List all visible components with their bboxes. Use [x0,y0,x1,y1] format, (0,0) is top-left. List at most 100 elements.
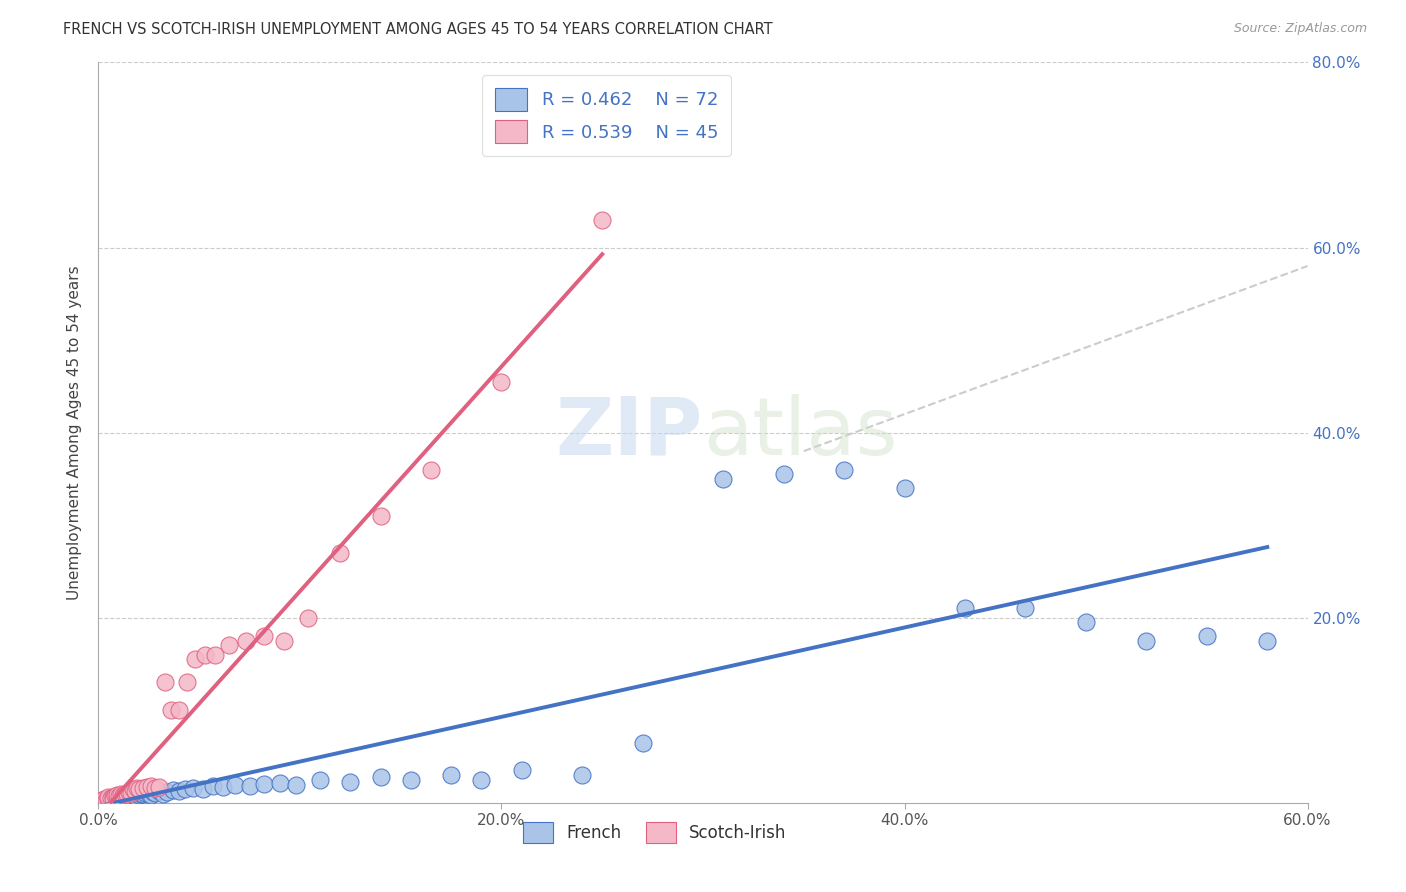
Point [97,790,120,805]
Point [118,785,141,799]
Point [103,790,125,805]
Point [93,793,115,807]
Point [111,789,134,804]
Point [120,786,142,800]
Point [107,791,129,805]
Point [1256,633,1278,648]
Point [224,778,246,792]
Point [253,777,276,791]
Point [97,792,120,806]
Point [103,789,125,804]
Text: ZIP: ZIP [555,393,703,472]
Point [124,789,146,804]
Point [111,791,134,805]
Y-axis label: Unemployment Among Ages 45 to 54 years: Unemployment Among Ages 45 to 54 years [67,265,83,600]
Point [181,780,204,795]
Point [148,784,170,798]
Point [103,792,125,806]
Point [162,782,184,797]
Point [101,792,124,806]
Point [101,791,124,805]
Point [125,788,148,802]
Point [101,790,124,805]
Point [97,792,120,806]
Point [105,790,128,805]
Point [110,792,132,806]
Point [91,793,114,807]
Point [253,629,276,643]
Point [184,652,207,666]
Point [167,784,190,798]
Point [135,780,157,794]
Point [510,764,533,778]
Point [114,789,136,803]
Point [1014,601,1036,615]
Point [420,462,443,476]
Point [115,791,138,805]
Point [239,779,262,793]
Point [711,472,734,486]
Point [204,648,226,662]
Point [269,776,291,790]
Point [107,789,129,804]
Point [101,792,124,806]
Point [1135,633,1157,648]
Point [309,772,332,787]
Point [212,780,235,794]
Text: Source: ZipAtlas.com: Source: ZipAtlas.com [1233,22,1367,36]
Point [121,781,143,796]
Point [143,786,166,800]
Point [100,791,122,805]
Point [111,789,134,803]
Point [194,648,217,662]
Point [138,787,160,801]
Point [100,791,122,805]
Point [114,790,136,805]
Point [124,784,146,798]
Point [772,467,794,482]
Point [176,675,198,690]
Point [89,794,111,808]
Point [142,785,165,799]
Point [110,790,132,805]
Point [953,601,976,615]
Point [273,633,295,648]
Point [571,768,593,782]
Point [93,792,115,806]
Point [218,639,240,653]
Point [128,789,150,803]
Point [591,212,613,227]
Point [115,788,138,802]
Text: atlas: atlas [703,393,897,472]
Point [1195,629,1218,643]
Point [96,794,118,808]
Point [1074,615,1097,630]
Point [121,789,143,803]
Point [96,793,118,807]
Point [114,787,136,801]
Point [284,778,307,792]
Point [631,736,654,750]
Point [329,546,352,560]
Point [134,786,156,800]
Point [105,791,128,805]
Point [339,775,361,789]
Point [156,785,179,799]
Point [491,375,513,389]
Point [370,770,392,784]
Point [100,793,122,807]
Point [202,779,225,793]
Point [110,788,132,802]
Point [139,779,162,793]
Point [235,633,257,648]
Point [120,790,142,805]
Point [193,781,215,796]
Point [91,794,114,808]
Point [370,508,392,523]
Point [167,703,190,717]
Point [832,462,855,476]
Point [118,788,141,802]
Point [297,610,319,624]
Point [115,790,138,805]
Point [152,787,174,801]
